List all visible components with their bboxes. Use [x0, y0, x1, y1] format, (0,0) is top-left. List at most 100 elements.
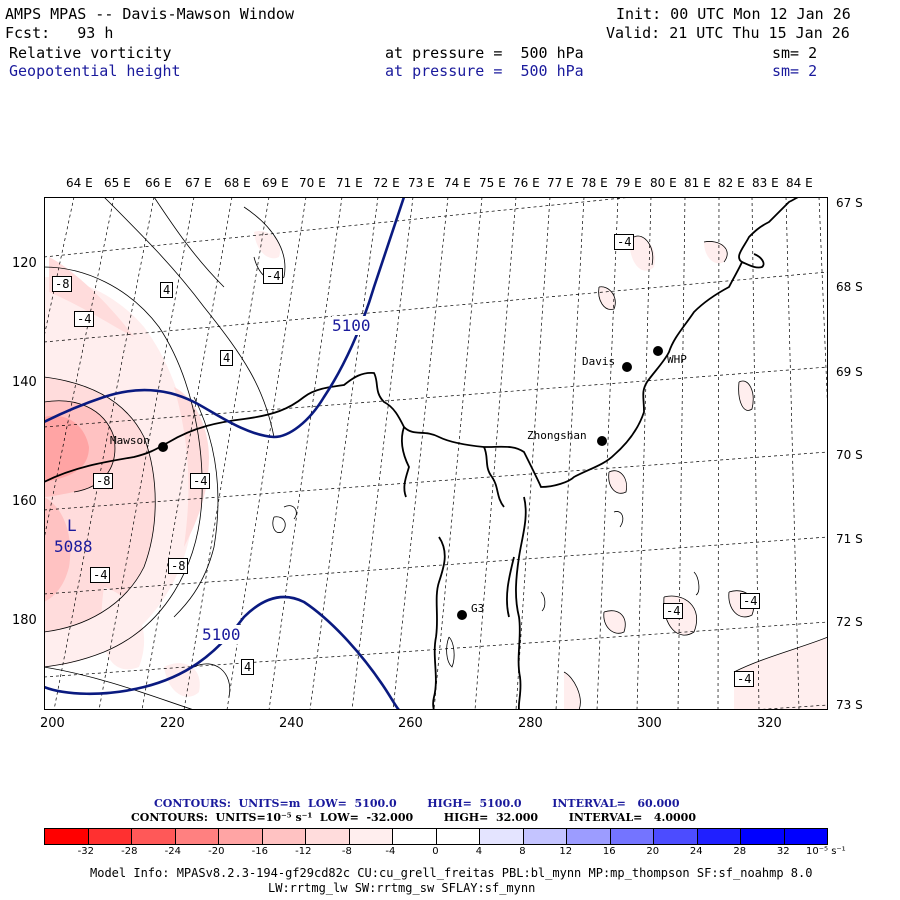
vorticity-label: -8	[93, 473, 114, 489]
lat-label: 69 S	[836, 365, 863, 379]
vorticity-label: -4	[740, 593, 761, 609]
colorbar-swatch	[740, 829, 784, 844]
lon-label: 75 E	[479, 176, 506, 190]
model-info-line1: Model Info: MPASv8.2.3-194-gf29cd82c CU:…	[90, 866, 813, 880]
lon-label: 76 E	[513, 176, 540, 190]
station-label: WHP	[667, 353, 687, 366]
lon-label: 73 E	[408, 176, 435, 190]
coastline	[44, 197, 801, 710]
x-tick-label: 200	[40, 716, 65, 731]
field1-name: Relative vorticity	[9, 44, 172, 62]
vorticity-label: -8	[52, 276, 73, 292]
vorticity-label: 4	[241, 659, 255, 675]
lon-label: 81 E	[684, 176, 711, 190]
lon-label: 79 E	[615, 176, 642, 190]
map-panel	[44, 197, 828, 710]
vorticity-label: -4	[734, 671, 755, 687]
lon-label: 72 E	[373, 176, 400, 190]
field1-level: at pressure = 500 hPa	[385, 44, 584, 62]
colorbar-swatch	[696, 829, 740, 844]
station-label: Zhongshan	[527, 429, 587, 442]
vorticity-label: 4	[220, 350, 234, 366]
model-info-line2: LW:rrtmg_lw SW:rrtmg_sw SFLAY:sf_mynn	[268, 881, 536, 895]
colorbar-swatch	[609, 829, 653, 844]
height-label: 5100	[202, 625, 241, 644]
colorbar-swatch	[653, 829, 697, 844]
lon-label: 68 E	[224, 176, 251, 190]
lon-label: 82 E	[718, 176, 745, 190]
lon-label: 78 E	[581, 176, 608, 190]
colorbar-tick-label: 28	[733, 846, 747, 857]
height-contour-info: CONTOURS: UNITS=m LOW= 5100.0 HIGH= 5100…	[154, 797, 680, 810]
colorbar-swatch	[479, 829, 523, 844]
init-time: Init: 00 UTC Mon 12 Jan 26	[616, 5, 851, 23]
lat-label: 72 S	[836, 615, 863, 629]
lon-label: 71 E	[336, 176, 363, 190]
lon-label: 74 E	[444, 176, 471, 190]
lat-label: 73 S	[836, 698, 863, 712]
lon-label: 65 E	[104, 176, 131, 190]
lon-label: 70 E	[299, 176, 326, 190]
colorbar-tick-label: 8	[519, 846, 526, 857]
height-contours	[44, 197, 406, 710]
colorbar-tick-label: 0	[432, 846, 439, 857]
y-tick-label: 160	[12, 494, 37, 509]
y-tick-label: 180	[12, 613, 37, 628]
colorbar-tick-label: -28	[121, 846, 138, 857]
lon-label: 80 E	[650, 176, 677, 190]
colorbar-swatch	[522, 829, 566, 844]
lon-label: 66 E	[145, 176, 172, 190]
x-tick-label: 260	[398, 716, 423, 731]
colorbar-tick-label: -12	[295, 846, 312, 857]
valid-time: Valid: 21 UTC Thu 15 Jan 26	[606, 24, 850, 42]
field2-level: at pressure = 500 hPa	[385, 62, 584, 80]
colorbar	[44, 828, 828, 845]
vorticity-label: -4	[263, 268, 284, 284]
colorbar-tick-label: -8	[341, 846, 352, 857]
lat-label: 68 S	[836, 280, 863, 294]
vorticity-label: -4	[190, 473, 211, 489]
low-center-marker: L	[67, 516, 77, 535]
colorbar-swatch	[44, 829, 88, 844]
lon-label: 67 E	[185, 176, 212, 190]
colorbar-swatch	[218, 829, 262, 844]
colorbar-tick-label: 12	[559, 846, 573, 857]
lat-label: 70 S	[836, 448, 863, 462]
vorticity-label: -4	[74, 311, 95, 327]
y-tick-label: 140	[12, 375, 37, 390]
vorticity-label: -8	[168, 558, 189, 574]
vorticity-label: -4	[663, 603, 684, 619]
vorticity-label: -4	[614, 234, 635, 250]
colorbar-tick-label: 4	[475, 846, 483, 857]
colorbar-swatch	[305, 829, 349, 844]
x-tick-label: 280	[518, 716, 543, 731]
station-label: G3	[471, 602, 485, 615]
station-label: Davis	[582, 355, 616, 368]
x-tick-label: 220	[160, 716, 185, 731]
colorbar-tick-label: -20	[208, 846, 225, 857]
colorbar-swatch	[348, 829, 392, 844]
map-title: AMPS MPAS -- Davis-Mawson Window	[5, 5, 294, 23]
colorbar-tick-label: 24	[689, 846, 703, 857]
forecast-hour: Fcst: 93 h	[5, 24, 114, 42]
field2-smoothing: sm= 2	[772, 62, 818, 80]
vorticity-contour-info: CONTOURS: UNITS=10⁻⁵ s⁻¹ LOW= -32.000 HI…	[131, 811, 696, 824]
low-center-value: 5088	[54, 537, 93, 556]
colorbar-swatch	[261, 829, 305, 844]
colorbar-unit: 10⁻⁵ s⁻¹	[806, 846, 846, 857]
colorbar-swatch	[566, 829, 610, 844]
colorbar-tick-label: -32	[77, 846, 94, 857]
colorbar-tick-label: -4	[385, 846, 396, 857]
y-tick-label: 120	[12, 256, 37, 271]
graticule	[44, 197, 828, 710]
colorbar-swatch	[392, 829, 436, 844]
colorbar-swatch	[131, 829, 175, 844]
colorbar-swatch	[174, 829, 218, 844]
station-markers	[158, 346, 663, 620]
field1-smoothing: sm= 2	[772, 44, 818, 62]
vorticity-label: 4	[160, 282, 174, 298]
lon-label: 77 E	[547, 176, 574, 190]
lon-label: 83 E	[752, 176, 779, 190]
x-tick-label: 300	[637, 716, 662, 731]
lat-label: 71 S	[836, 532, 863, 546]
